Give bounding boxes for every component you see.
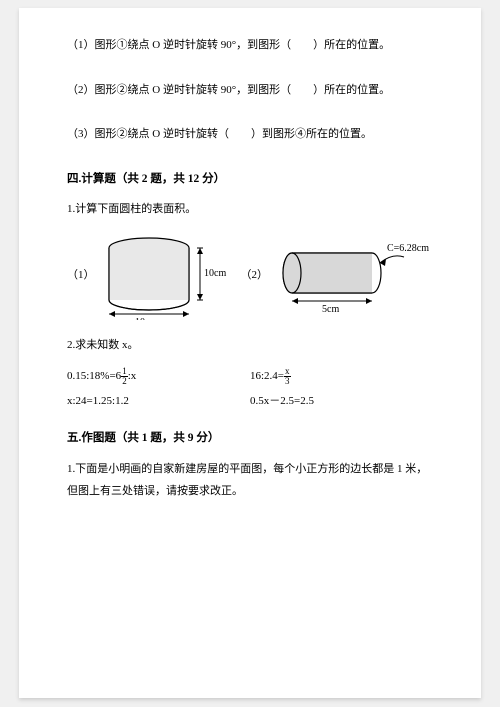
page: （1）图形①绕点 O 逆时针旋转 90°，到图形（ ）所在的位置。 （2）图形②… — [19, 8, 481, 698]
section-4-problem-2: 2.求未知数 x。 — [67, 336, 433, 355]
cyl2-c-label: C=6.28cm — [387, 243, 429, 254]
cyl1-width-label: 10cm — [135, 317, 157, 320]
eq2-den: 3 — [284, 377, 291, 386]
equation-2: 16:2.4=x3 — [250, 367, 433, 386]
section-4-problem-1: 1.计算下面圆柱的表面积。 — [67, 200, 433, 219]
equation-4: 0.5x－2.5=2.5 — [250, 392, 433, 411]
question-3: （3）图形②绕点 O 逆时针旋转（ ）到图形④所在的位置。 — [67, 125, 433, 144]
equation-1: 0.15:18%=612:x — [67, 367, 250, 386]
eq1-right: :x — [128, 370, 137, 382]
section-5-problem-1: 1.下面是小明画的自家新建房屋的平面图，每个小正方形的边长都是 1 米，但图上有… — [67, 458, 433, 502]
figure-1-label: （1） — [67, 266, 95, 285]
eq2-fraction: x3 — [284, 367, 291, 386]
figure-2-label: （2） — [241, 266, 269, 285]
figure-row: （1） 10cm 10cm （2） — [67, 230, 433, 320]
question-2: （2）图形②绕点 O 逆时针旋转 90°，到图形（ ）所在的位置。 — [67, 81, 433, 100]
cyl2-len-label: 5cm — [322, 304, 339, 315]
question-1: （1）图形①绕点 O 逆时针旋转 90°，到图形（ ）所在的位置。 — [67, 36, 433, 55]
equation-row-2: x:24=1.25:1.2 0.5x－2.5=2.5 — [67, 392, 433, 411]
cyl1-height-label: 10cm — [204, 268, 226, 279]
cylinder-2-figure: C=6.28cm 5cm — [272, 235, 432, 315]
section-4-title: 四.计算题（共 2 题，共 12 分） — [67, 170, 433, 190]
section-5-title: 五.作图题（共 1 题，共 9 分） — [67, 429, 433, 449]
eq2-left: 16:2.4= — [250, 370, 284, 382]
equation-row-1: 0.15:18%=612:x 16:2.4=x3 — [67, 367, 433, 386]
equation-3: x:24=1.25:1.2 — [67, 392, 250, 411]
eq1-left: 0.15:18%=6 — [67, 370, 121, 382]
cylinder-1-figure: 10cm 10cm — [99, 230, 229, 320]
